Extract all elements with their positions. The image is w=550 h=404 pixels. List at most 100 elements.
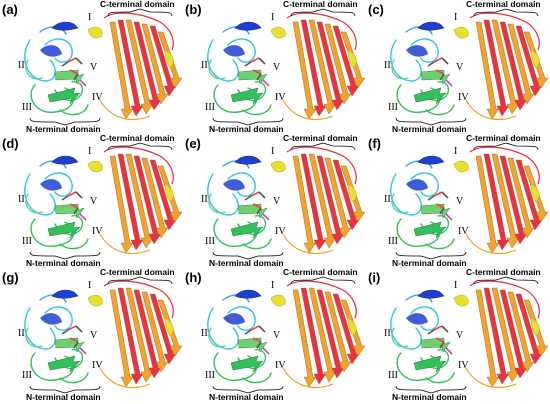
c-terminal-ribbon (465, 280, 549, 389)
region-label-ii: II (384, 60, 391, 71)
region-label-i: I (454, 12, 458, 23)
region-label-iii: III (205, 102, 215, 113)
region-label-iii: III (388, 236, 398, 247)
region-label-ii: II (201, 194, 208, 205)
ligand-sticks (244, 57, 270, 87)
n-terminal-domain-label: N-terminal domain (26, 258, 101, 268)
region-label-v: V (273, 62, 281, 73)
region-label-ii: II (384, 328, 391, 339)
ligand-sticks (244, 191, 270, 221)
n-terminal-ribbon (390, 155, 469, 250)
region-label-iii: III (388, 370, 398, 381)
region-label-ii: II (18, 194, 25, 205)
c-terminal-domain-label: C-terminal domain (283, 133, 358, 143)
figure-panel: (d) C-terminal domain N-terminal domain I II… (0, 133, 183, 268)
panel-label: (b) (185, 2, 202, 17)
region-label-iii: III (22, 102, 32, 113)
n-terminal-domain-label: N-terminal domain (209, 392, 284, 402)
protein-ribbon-image (24, 8, 183, 126)
region-label-i: I (271, 146, 275, 157)
protein-ribbon-image (207, 142, 366, 260)
c-terminal-domain-label: C-terminal domain (100, 133, 175, 143)
figure-panel: (a) C-terminal domain N-terminal domain I II… (0, 0, 183, 134)
region-label-i: I (271, 280, 275, 291)
region-label-i: I (454, 146, 458, 157)
region-label-ii: II (384, 194, 391, 205)
region-label-v: V (456, 330, 464, 341)
protein-ribbon-image (390, 276, 549, 394)
region-label-iv: IV (92, 92, 103, 103)
n-terminal-ribbon (24, 155, 103, 250)
n-terminal-domain-label: N-terminal domain (392, 124, 467, 134)
n-terminal-domain-label: N-terminal domain (392, 258, 467, 268)
region-label-i: I (454, 280, 458, 291)
figure-panel: (e) C-terminal domain N-terminal domain I II… (183, 133, 366, 268)
region-label-v: V (90, 196, 98, 207)
c-terminal-ribbon (465, 146, 549, 255)
c-terminal-domain-label: C-terminal domain (100, 0, 175, 9)
figure-panel: (h) C-terminal domain N-terminal domain I II… (183, 267, 366, 402)
region-label-iii: III (22, 236, 32, 247)
ligand-sticks (427, 57, 453, 87)
region-label-iv: IV (458, 226, 469, 237)
region-label-iv: IV (275, 226, 286, 237)
region-label-i: I (88, 146, 92, 157)
region-label-i: I (88, 12, 92, 23)
c-terminal-ribbon (99, 12, 183, 121)
region-label-iii: III (205, 236, 215, 247)
c-terminal-domain-label: C-terminal domain (466, 133, 541, 143)
region-label-iii: III (22, 370, 32, 381)
region-label-v: V (90, 330, 98, 341)
region-label-i: I (271, 12, 275, 23)
ligand-sticks (61, 191, 87, 221)
n-terminal-ribbon (207, 155, 286, 250)
n-terminal-domain-label: N-terminal domain (209, 258, 284, 268)
ligand-sticks (61, 325, 87, 355)
panel-label: (h) (185, 270, 202, 285)
panel-label: (e) (185, 136, 201, 151)
ligand-sticks (61, 57, 87, 87)
region-label-iv: IV (92, 226, 103, 237)
c-terminal-ribbon (282, 280, 366, 389)
region-label-v: V (273, 196, 281, 207)
panel-label: (f) (368, 136, 381, 151)
c-terminal-domain-label: C-terminal domain (283, 267, 358, 277)
c-terminal-ribbon (465, 12, 549, 121)
region-label-ii: II (201, 328, 208, 339)
c-terminal-ribbon (282, 12, 366, 121)
region-label-v: V (273, 330, 281, 341)
c-terminal-ribbon (99, 146, 183, 255)
figure-panel: (c) C-terminal domain N-terminal domain I II… (366, 0, 549, 134)
c-terminal-ribbon (282, 146, 366, 255)
c-terminal-domain-label: C-terminal domain (100, 267, 175, 277)
region-label-iv: IV (92, 360, 103, 371)
c-terminal-ribbon (99, 280, 183, 389)
panel-label: (i) (368, 270, 381, 285)
n-terminal-ribbon (24, 21, 103, 116)
figure-panel: (i) C-terminal domain N-terminal domain I II… (366, 267, 549, 402)
c-terminal-domain-label: C-terminal domain (466, 267, 541, 277)
protein-ribbon-image (207, 276, 366, 394)
region-label-ii: II (201, 60, 208, 71)
region-label-iv: IV (275, 360, 286, 371)
region-label-v: V (456, 62, 464, 73)
n-terminal-ribbon (24, 289, 103, 384)
region-label-iii: III (205, 370, 215, 381)
ligand-sticks (427, 325, 453, 355)
figure-panel: (b) C-terminal domain N-terminal domain I II… (183, 0, 366, 134)
n-terminal-domain-label: N-terminal domain (392, 392, 467, 402)
panel-label: (g) (2, 270, 19, 285)
region-label-ii: II (18, 328, 25, 339)
region-label-v: V (456, 196, 464, 207)
region-label-iv: IV (275, 92, 286, 103)
n-terminal-domain-label: N-terminal domain (26, 124, 101, 134)
region-label-iii: III (388, 102, 398, 113)
region-label-ii: II (18, 60, 25, 71)
panel-label: (a) (2, 2, 18, 17)
region-label-iv: IV (458, 360, 469, 371)
c-terminal-domain-label: C-terminal domain (466, 0, 541, 9)
ligand-sticks (427, 191, 453, 221)
protein-ribbon-image (207, 8, 366, 126)
figure-panel: (f) C-terminal domain N-terminal domain I II… (366, 133, 549, 268)
c-terminal-domain-label: C-terminal domain (283, 0, 358, 9)
